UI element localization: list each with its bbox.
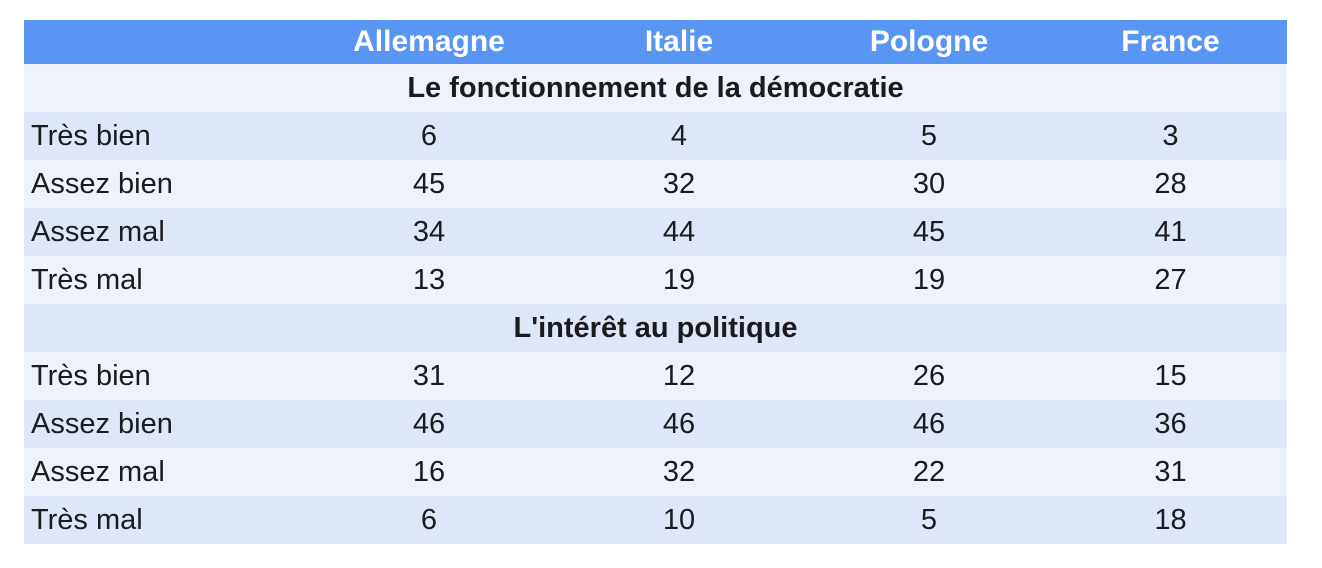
column-header-4: France [1054,20,1287,64]
value-cell: 5 [920,503,938,536]
table-row: Assez bien 45 32 30 28 [24,160,1287,208]
value-cell: 45 [912,215,946,248]
row-label: Très mal [31,503,143,536]
value-cell: 31 [1154,455,1187,488]
table-row: Très mal 6 10 5 18 [24,496,1287,544]
table-row: Assez mal 34 44 45 41 [24,208,1287,256]
value-cell: 6 [420,503,438,536]
value-cell: 3 [1162,119,1179,152]
column-header-3: Pologne [804,20,1054,64]
row-label: Assez mal [31,455,165,488]
value-cell: 6 [420,119,438,152]
table-row: Assez bien 46 46 46 36 [24,400,1287,448]
row-label: Très bien [31,359,151,392]
section-title-row: Le fonctionnement de la démocratie [24,64,1287,112]
value-cell: 36 [1154,407,1187,440]
value-cell: 15 [1154,359,1187,392]
row-label: Assez mal [31,215,165,248]
column-header-2: Italie [554,20,804,64]
value-cell: 41 [1154,215,1187,248]
value-cell: 16 [412,455,446,488]
value-cell: 45 [412,167,446,200]
value-cell: 13 [412,263,446,296]
table-row: Très bien 31 12 26 15 [24,352,1287,400]
survey-table: Allemagne Italie Pologne France Le fonction… [24,20,1287,544]
value-cell: 32 [662,455,696,488]
value-cell: 26 [912,359,946,392]
value-cell: 28 [1154,167,1187,200]
section-title: Le fonctionnement de la démocratie [407,71,904,104]
row-label: Très bien [31,119,151,152]
value-cell: 32 [662,167,696,200]
section-title: L'intérêt au politique [513,311,798,344]
corner-cell [24,20,304,64]
table-row: Très mal 13 19 19 27 [24,256,1287,304]
column-header-row: Allemagne Italie Pologne France [24,20,1287,64]
value-cell: 12 [662,359,696,392]
value-cell: 30 [912,167,946,200]
value-cell: 27 [1154,263,1187,296]
row-label: Assez bien [31,167,173,200]
value-cell: 44 [662,215,696,248]
table-row: Très bien 6 4 5 3 [24,112,1287,160]
row-label: Assez bien [31,407,173,440]
value-cell: 34 [412,215,446,248]
section-title-row: L'intérêt au politique [24,304,1287,352]
value-cell: 46 [412,407,446,440]
value-cell: 19 [662,263,696,296]
value-cell: 18 [1154,503,1187,536]
value-cell: 46 [912,407,946,440]
value-cell: 31 [412,359,446,392]
value-cell: 22 [912,455,946,488]
column-header-1: Allemagne [304,20,554,64]
value-cell: 5 [920,119,938,152]
value-cell: 19 [912,263,946,296]
row-label: Très mal [31,263,143,296]
value-cell: 4 [670,119,688,152]
table-row: Assez mal 16 32 22 31 [24,448,1287,496]
table-body: Le fonctionnement de la démocratie Très b… [24,64,1287,544]
value-cell: 10 [662,503,696,536]
value-cell: 46 [662,407,696,440]
